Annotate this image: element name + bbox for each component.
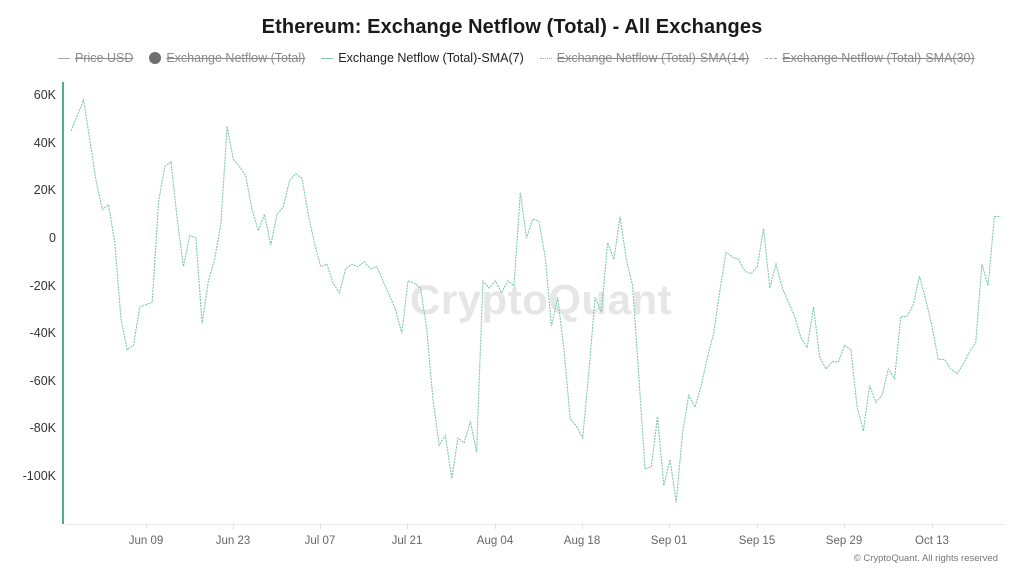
x-tick-mark — [932, 524, 933, 529]
legend-item-price-usd[interactable]: Price USD — [58, 51, 133, 65]
x-tick-mark — [233, 524, 234, 529]
copyright-notice: © CryptoQuant. All rights reserved — [853, 553, 998, 564]
x-axis-line — [66, 524, 1004, 525]
x-tick-label: Jun 23 — [215, 535, 251, 547]
x-tick-mark — [407, 524, 408, 529]
x-tick-mark — [757, 524, 758, 529]
chart-title: Ethereum: Exchange Netflow (Total) - All… — [261, 16, 763, 38]
y-tick-label: 20K — [33, 183, 56, 197]
x-tick-mark — [495, 524, 496, 529]
dashed-line-marker-icon — [765, 57, 778, 59]
legend-item-sma30[interactable]: Exchange Netflow (Total)-SMA(30) — [765, 51, 975, 65]
line-marker-icon — [321, 57, 334, 59]
legend-item-sma14[interactable]: Exchange Netflow (Total)-SMA(14) — [539, 51, 750, 65]
y-tick-label: -60K — [29, 374, 56, 388]
x-tick-label: Jun 09 — [128, 535, 164, 547]
legend-label: Exchange Netflow (Total)-SMA(30) — [782, 51, 975, 65]
legend-label: Exchange Netflow (Total)-SMA(7) — [338, 51, 524, 65]
y-tick-label: -20K — [29, 279, 56, 293]
legend-item-exchange-netflow-total[interactable]: Exchange Netflow (Total) — [149, 51, 305, 65]
x-tick-label: Jul 21 — [391, 535, 423, 547]
legend-item-sma7[interactable]: Exchange Netflow (Total)-SMA(7) — [321, 51, 524, 65]
x-tick-label: Jul 07 — [304, 535, 336, 547]
y-axis: 60K 40K 20K 0 -20K -40K -60K -80K -100K — [0, 0, 56, 576]
y-axis-line — [62, 82, 64, 524]
chart-legend: Price USD Exchange Netflow (Total) Excha… — [58, 49, 991, 67]
x-tick-mark — [582, 524, 583, 529]
watermark: CryptoQuant — [410, 276, 673, 323]
x-tick-label: Sep 01 — [650, 535, 688, 547]
legend-label: Price USD — [75, 51, 134, 65]
x-tick-label: Sep 29 — [825, 535, 863, 547]
dot-marker-icon — [149, 52, 162, 64]
y-tick-label: 40K — [33, 136, 56, 150]
y-tick-label: -100K — [22, 469, 56, 483]
x-tick-mark — [320, 524, 321, 529]
dotted-line-marker-icon — [539, 57, 552, 59]
x-tick-mark — [146, 524, 147, 529]
x-tick-label: Oct 13 — [915, 535, 949, 547]
legend-label: Exchange Netflow (Total) — [166, 51, 306, 65]
y-tick-label: -40K — [29, 326, 56, 340]
x-tick-label: Aug 18 — [563, 535, 601, 547]
line-marker-icon — [58, 57, 70, 59]
x-tick-mark — [844, 524, 845, 529]
sma7-series-line — [70, 97, 1001, 503]
y-tick-label: -80K — [29, 421, 56, 435]
x-tick-label: Aug 04 — [476, 535, 514, 547]
y-tick-label: 60K — [33, 88, 56, 102]
x-tick-label: Sep 15 — [738, 535, 776, 547]
legend-label: Exchange Netflow (Total)-SMA(14) — [556, 51, 750, 65]
x-tick-mark — [669, 524, 670, 529]
y-tick-label: 0 — [49, 231, 56, 245]
